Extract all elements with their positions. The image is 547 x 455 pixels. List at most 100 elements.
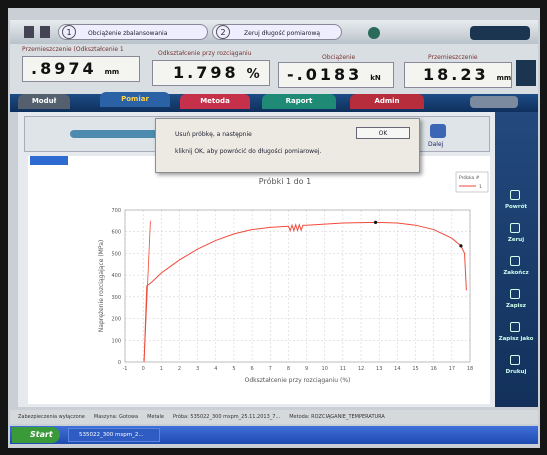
x-tick-label: 0: [142, 366, 145, 372]
sidebar-icon: [510, 289, 520, 299]
icon: [368, 27, 380, 39]
readout-label: Przemieszczenie: [428, 54, 478, 61]
status-item: Próba: 535022_300 mspm_25.11.2013_7...: [172, 414, 281, 420]
readout-unit: %: [246, 67, 260, 82]
x-tick-label: 2: [178, 366, 181, 372]
legend-label: 1: [479, 184, 482, 190]
step-label: Zeruj długość pomiarową: [244, 30, 321, 37]
tab-header: [30, 156, 68, 165]
step-button[interactable]: [58, 24, 208, 40]
icon: [470, 96, 518, 108]
icons: [470, 26, 530, 40]
readout-label: Odkształcenie przy rozciąganiu: [158, 50, 252, 57]
x-tick-label: 14: [394, 366, 400, 372]
tab[interactable]: Pomiar: [100, 92, 170, 107]
x-tick-label: 9: [305, 366, 308, 372]
y-tick-label: 500: [111, 251, 121, 257]
x-tick-label: 7: [269, 366, 272, 372]
readout-value: 18.23: [423, 65, 489, 84]
y-tick-label: 300: [111, 295, 121, 301]
tab[interactable]: Moduł: [18, 94, 70, 109]
y-tick-label: 100: [111, 338, 121, 344]
x-tick-label: 1: [160, 366, 163, 372]
chart-title: Próbki 1 do 1: [259, 176, 311, 186]
dialog-text: kliknij OK, aby powrócić do długości pom…: [175, 148, 322, 155]
x-tick-label: 13: [376, 366, 382, 372]
ok-button[interactable]: OK: [356, 127, 410, 139]
step-number: 2: [216, 25, 230, 39]
x-tick-label: 10: [322, 366, 328, 372]
x-tick-label: 12: [358, 366, 364, 372]
x-tick-label: 17: [449, 366, 455, 372]
y-tick-label: 700: [111, 208, 121, 214]
sidebar-button[interactable]: Zapisz jako: [498, 336, 534, 342]
y-tick-label: 400: [111, 273, 121, 279]
icon: [24, 26, 34, 38]
y-tick-label: 200: [111, 317, 121, 323]
data-line: [143, 221, 467, 363]
icon: [516, 60, 536, 86]
readout-unit: mm: [496, 74, 512, 82]
step-number: 1: [62, 25, 76, 39]
plot-frame: [124, 209, 471, 363]
y-axis-label: Naprężenie rozciągające (MPa): [98, 240, 105, 332]
readout-unit: kN: [370, 74, 381, 82]
readout: 18.23 mm: [404, 62, 512, 88]
status-item: Metale: [147, 414, 164, 420]
legend-title: Próbka #: [459, 174, 480, 181]
y-tick-label: 600: [111, 230, 121, 236]
x-tick-label: 6: [251, 366, 254, 372]
tab[interactable]: Raport: [262, 94, 336, 109]
sidebar-icon: [510, 223, 520, 233]
sidebar-icon: [510, 322, 520, 332]
tab[interactable]: Metoda: [180, 94, 250, 109]
start-button[interactable]: Start: [12, 427, 60, 443]
readout: -.0183 kN: [278, 62, 394, 88]
sidebar-icon: [510, 256, 520, 266]
icon: [430, 124, 446, 138]
y-tick-label: 0: [118, 360, 121, 366]
dialog-text: Usuń próbkę, a następnie: [175, 131, 252, 138]
sidebar-icon: [510, 190, 520, 200]
x-axis-label: Odkształcenie przy rozciąganiu (%): [245, 377, 351, 384]
readout: .8974 mm: [22, 56, 140, 82]
readout-value: 1.798: [173, 63, 239, 82]
sidebar: [495, 112, 538, 407]
readout-label: Przemieszczenie (Odkształcenie 1: [22, 46, 124, 53]
process-diagram: [70, 130, 170, 138]
chart-panel: [28, 156, 490, 404]
x-tick-label: -1: [123, 366, 128, 372]
x-tick-label: 11: [340, 366, 346, 372]
step-label: Obciążenie zbalansowania: [88, 30, 168, 37]
x-tick-label: 18: [467, 366, 473, 372]
status-item: Zabezpieczenia wyłączone: [18, 414, 85, 420]
x-tick-label: 4: [214, 366, 217, 372]
sidebar-icon: [510, 355, 520, 365]
sidebar-button[interactable]: Powrót: [504, 204, 527, 210]
x-tick-label: 3: [196, 366, 199, 372]
legend: [455, 171, 489, 193]
readout-unit: mm: [104, 68, 120, 76]
x-tick-label: 16: [430, 366, 436, 372]
sidebar-button[interactable]: Drukuj: [505, 369, 527, 375]
tab[interactable]: Admin: [350, 94, 424, 109]
marker: [459, 244, 463, 248]
dialog: [155, 118, 420, 173]
step-button[interactable]: [212, 24, 342, 40]
status-bar: Zabezpieczenia wyłączone Maszyna: Gotowa M…: [10, 410, 538, 424]
status-item: Maszyna: Gotowa: [93, 414, 139, 420]
status-item: Metoda: ROZCIĄGANIE_TEMPERATURA: [289, 414, 385, 420]
sidebar-button[interactable]: Zapisz: [506, 303, 526, 309]
readout-label: Obciążenie: [322, 54, 356, 61]
sidebar-button[interactable]: Zeruj: [507, 237, 525, 243]
taskbar-window[interactable]: 535022_300 mspm_2...: [68, 428, 160, 442]
next-button[interactable]: Dalej: [428, 141, 444, 148]
icon: [40, 26, 50, 38]
readout-value: .8974: [31, 59, 97, 78]
readout: 1.798%: [152, 60, 270, 86]
marker: [373, 220, 378, 224]
x-tick-label: 5: [232, 366, 235, 372]
sidebar-button[interactable]: Zakończ: [503, 270, 529, 276]
